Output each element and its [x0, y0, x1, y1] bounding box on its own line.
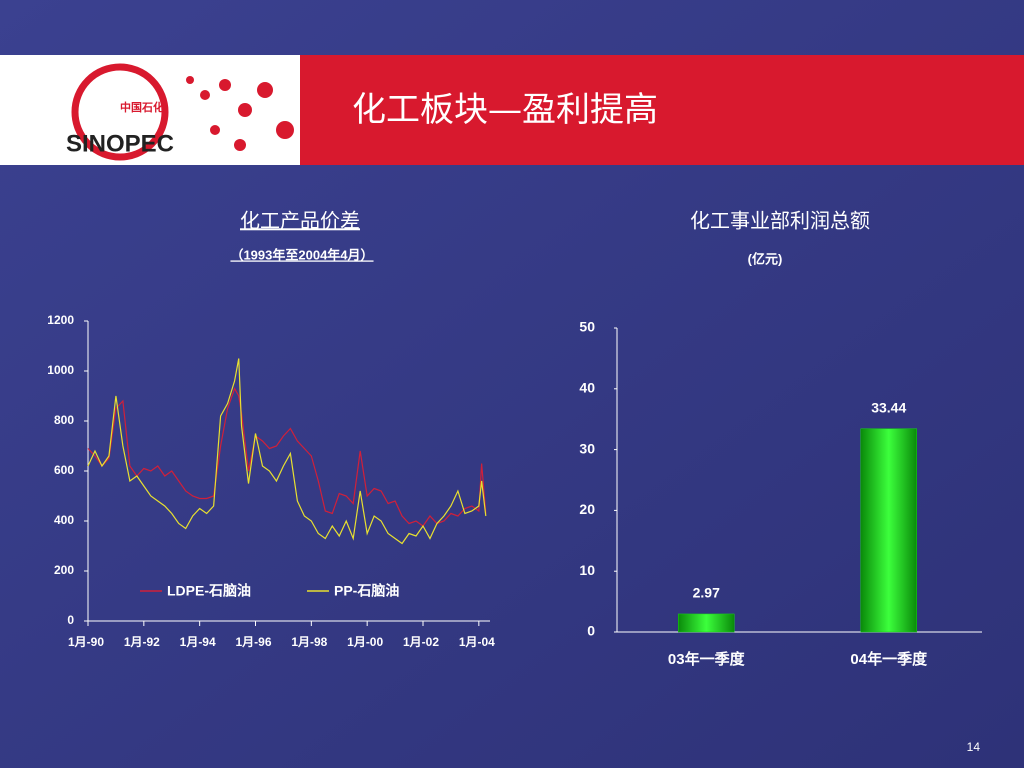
x-tick-label: 04年一季度 [850, 650, 928, 668]
line-series [87, 358, 487, 545]
y-tick-label: 200 [54, 563, 74, 577]
x-tick-label: 1月-90 [68, 635, 104, 649]
y-tick-label: 1000 [47, 363, 74, 377]
x-tick-label: 1月-96 [235, 635, 271, 649]
legend-label: LDPE-石脑油 [167, 583, 251, 599]
line-series [87, 387, 487, 527]
logo-en: SINOPEC [66, 130, 174, 157]
y-tick-label: 0 [67, 613, 74, 627]
x-tick-label: 1月-02 [403, 635, 439, 649]
value-label: 2.97 [693, 585, 720, 601]
chart-title: 化工事业部利润总额 [690, 209, 870, 232]
logo-ring [71, 63, 169, 161]
slide-title: 化工板块—盈利提高 [352, 90, 658, 130]
x-tick-label: 1月-94 [180, 635, 216, 649]
value-label: 33.44 [871, 399, 906, 415]
legend-label: PP-石脑油 [334, 583, 399, 599]
y-tick-label: 50 [579, 319, 595, 335]
y-tick-label: 800 [54, 413, 74, 427]
bar [860, 428, 917, 633]
y-tick-label: 10 [579, 562, 595, 578]
page-number: 14 [967, 740, 981, 754]
bar [678, 613, 735, 633]
y-tick-label: 600 [54, 463, 74, 477]
chart-title: 化工产品价差 [240, 209, 360, 232]
x-tick-label: 03年一季度 [668, 650, 746, 668]
y-tick-label: 40 [579, 380, 595, 396]
x-tick-label: 1月-98 [291, 635, 327, 649]
logo-dots [186, 76, 294, 151]
logo-cn: 中国石化 [120, 100, 164, 114]
y-tick-label: 30 [579, 440, 595, 456]
y-tick-label: 1200 [47, 313, 74, 327]
chart-subtitle: （1993年至2004年4月） [230, 247, 373, 262]
x-tick-label: 1月-00 [347, 635, 383, 649]
chart-subtitle: (亿元) [748, 251, 783, 266]
x-tick-label: 1月-04 [459, 635, 495, 649]
y-tick-label: 20 [579, 501, 595, 517]
x-tick-label: 1月-92 [124, 635, 160, 649]
y-tick-label: 400 [54, 513, 74, 527]
y-tick-label: 0 [587, 623, 595, 639]
